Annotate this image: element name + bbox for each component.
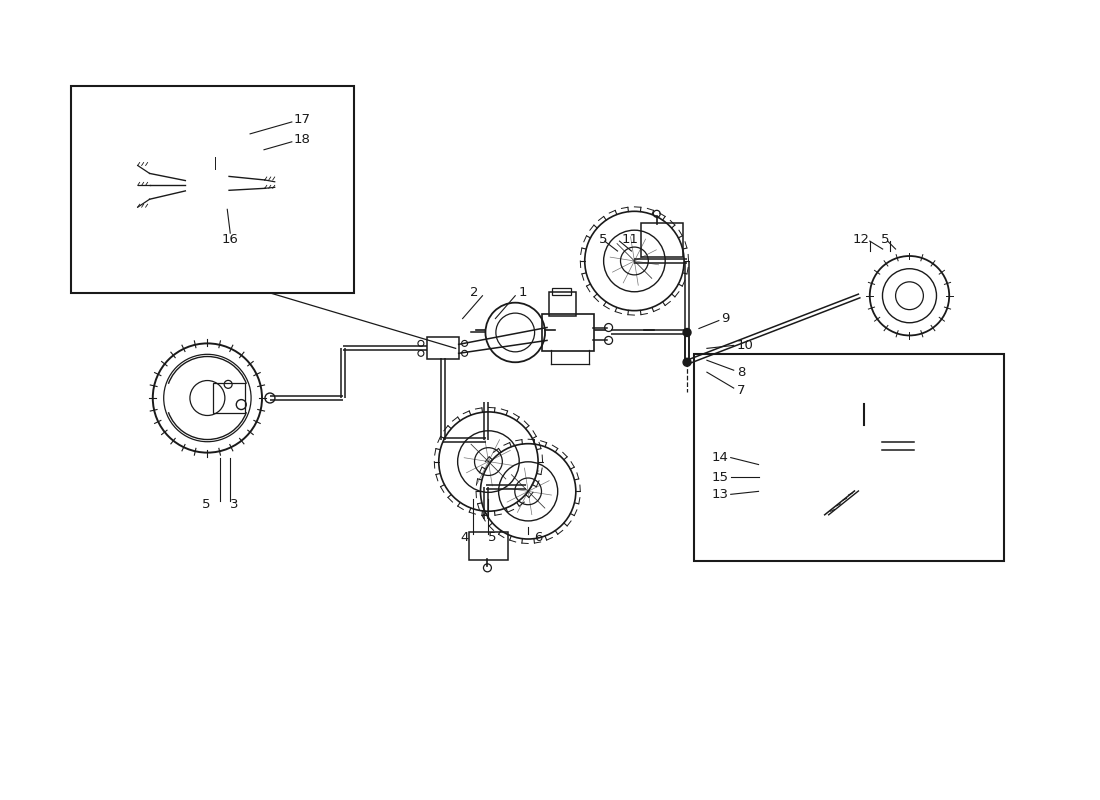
Text: 5: 5 bbox=[600, 233, 607, 246]
Text: 1: 1 bbox=[518, 286, 527, 299]
Text: 11: 11 bbox=[621, 233, 638, 246]
Text: 15: 15 bbox=[712, 471, 728, 484]
Circle shape bbox=[683, 329, 691, 337]
Text: 4: 4 bbox=[460, 530, 469, 543]
Text: 8: 8 bbox=[737, 366, 745, 378]
Text: 12: 12 bbox=[852, 233, 870, 246]
Text: 3: 3 bbox=[230, 498, 239, 510]
Text: 17: 17 bbox=[294, 114, 311, 126]
Text: 5: 5 bbox=[202, 498, 210, 510]
Text: 2: 2 bbox=[470, 286, 478, 299]
Text: 18: 18 bbox=[294, 134, 310, 146]
Text: 13: 13 bbox=[712, 488, 728, 501]
Text: 10: 10 bbox=[737, 339, 754, 352]
Circle shape bbox=[683, 358, 691, 366]
Text: 14: 14 bbox=[712, 451, 728, 464]
Text: 5: 5 bbox=[881, 233, 890, 246]
Bar bbox=[72, 86, 354, 293]
Bar bbox=[694, 354, 1004, 561]
Text: 16: 16 bbox=[222, 233, 239, 246]
Text: 5: 5 bbox=[488, 530, 497, 543]
Text: 7: 7 bbox=[737, 383, 745, 397]
Text: 9: 9 bbox=[720, 312, 729, 325]
Text: 6: 6 bbox=[534, 530, 542, 543]
